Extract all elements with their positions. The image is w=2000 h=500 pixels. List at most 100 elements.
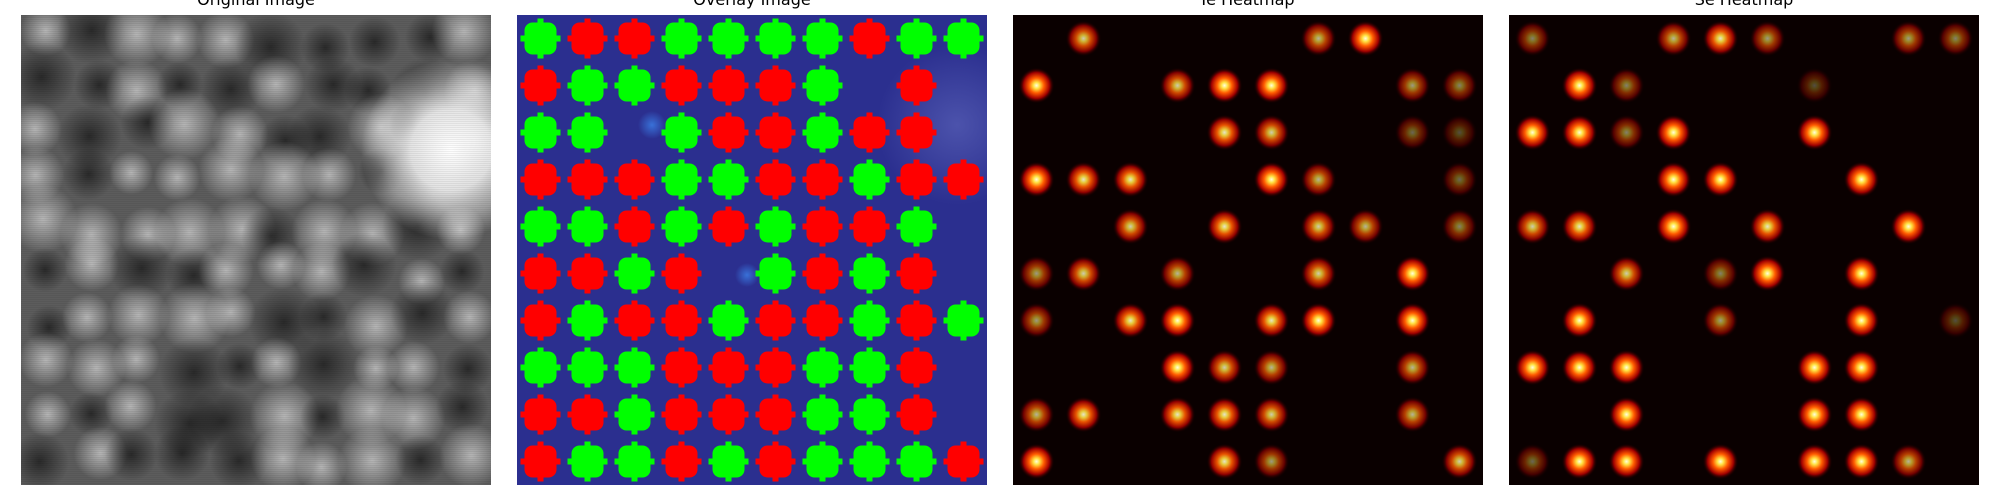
heat-peak <box>1159 255 1196 292</box>
heat-peak <box>1253 67 1290 104</box>
heat-peak <box>1890 443 1927 480</box>
ie-peaks <box>1018 20 1478 480</box>
overlay-marker-red <box>849 206 890 247</box>
heat-peak <box>1159 349 1196 386</box>
overlay-marker-red <box>520 159 561 200</box>
heat-peak <box>1065 255 1102 292</box>
heat-peak <box>1065 20 1102 57</box>
heat-peak <box>1796 396 1833 433</box>
overlay-marker-red <box>802 253 843 294</box>
heat-peak <box>1561 114 1598 151</box>
overlay-marker-green <box>614 253 655 294</box>
heat-peak <box>1159 67 1196 104</box>
overlay-marker-red <box>614 18 655 59</box>
heat-peak <box>1561 67 1598 104</box>
heat-peak <box>1749 208 1786 245</box>
overlay-marker-red <box>849 112 890 153</box>
heat-peak <box>1347 20 1384 57</box>
heat-peak <box>1441 208 1478 245</box>
heat-peak <box>1206 396 1243 433</box>
se-heatmap <box>1509 15 1979 485</box>
heat-peak <box>1749 255 1786 292</box>
heat-peak <box>1843 302 1880 339</box>
heat-peak <box>1796 349 1833 386</box>
overlay-marker-red <box>755 347 796 388</box>
heat-peak <box>1253 396 1290 433</box>
overlay-marker-green <box>661 159 702 200</box>
overlay-marker-red <box>943 441 984 482</box>
se-heatmap-title: Se Heatmap <box>1509 0 1979 15</box>
heat-peak <box>1300 255 1337 292</box>
overlay-marker-green <box>520 18 561 59</box>
heat-peak <box>1702 255 1739 292</box>
heat-peak <box>1890 208 1927 245</box>
heat-peak <box>1702 161 1739 198</box>
overlay-marker-red <box>802 300 843 341</box>
heat-peak <box>1300 302 1337 339</box>
heat-peak <box>1394 255 1431 292</box>
original-image-title: Original Image <box>21 0 491 15</box>
heat-peak <box>1112 161 1149 198</box>
heat-peak <box>1018 443 1055 480</box>
overlay-marker-green <box>520 347 561 388</box>
overlay-marker-red <box>896 65 937 106</box>
heat-peak <box>1018 255 1055 292</box>
overlay-marker-green <box>661 206 702 247</box>
heat-peak <box>1112 302 1149 339</box>
overlay-marker-green <box>943 18 984 59</box>
heat-peak <box>1206 208 1243 245</box>
overlay-marker-green <box>802 65 843 106</box>
heat-peak <box>1561 349 1598 386</box>
overlay-marker-red <box>614 300 655 341</box>
overlay-marker-green <box>849 159 890 200</box>
heat-peak <box>1890 20 1927 57</box>
heat-peak <box>1018 302 1055 339</box>
overlay-marker-red <box>755 394 796 435</box>
original-image <box>21 15 491 485</box>
overlay-marker-red <box>520 253 561 294</box>
heat-peak <box>1159 396 1196 433</box>
heat-peak <box>1394 302 1431 339</box>
heat-peak <box>1394 114 1431 151</box>
heat-peak <box>1018 161 1055 198</box>
overlay-marker-green <box>849 300 890 341</box>
heat-peak <box>1253 114 1290 151</box>
overlay-marker-green <box>849 347 890 388</box>
ie-heatmap <box>1013 15 1483 485</box>
heat-peak <box>1065 396 1102 433</box>
heat-peak <box>1394 67 1431 104</box>
overlay-marker-red <box>802 206 843 247</box>
heat-peak <box>1300 161 1337 198</box>
heat-peak <box>1514 20 1551 57</box>
heat-peak <box>1937 20 1974 57</box>
overlay-marker-green <box>661 112 702 153</box>
heat-peak <box>1608 114 1645 151</box>
heat-peak <box>1112 208 1149 245</box>
heat-peak <box>1441 114 1478 151</box>
heat-peak <box>1394 396 1431 433</box>
overlay-marker-red <box>661 65 702 106</box>
overlay-marker-red <box>520 441 561 482</box>
overlay-marker-red <box>849 18 890 59</box>
overlay-marker-red <box>614 159 655 200</box>
heat-peak <box>1514 114 1551 151</box>
overlay-marker-green <box>896 18 937 59</box>
overlay-marker-red <box>708 206 749 247</box>
overlay-marker-green <box>755 18 796 59</box>
ie-heatmap-panel: Ie Heatmap <box>1013 0 1483 485</box>
overlay-marker-red <box>661 441 702 482</box>
heat-peak <box>1300 208 1337 245</box>
overlay-marker-red <box>896 394 937 435</box>
heat-peak <box>1253 349 1290 386</box>
heat-peak <box>1253 443 1290 480</box>
heat-peak <box>1159 302 1196 339</box>
overlay-marker-green <box>708 300 749 341</box>
overlay-marker-green <box>802 112 843 153</box>
heat-peak <box>1561 443 1598 480</box>
overlay-marker-green <box>896 206 937 247</box>
heat-peak <box>1843 255 1880 292</box>
heat-peak <box>1253 161 1290 198</box>
overlay-marker-green <box>849 394 890 435</box>
heat-peak <box>1206 443 1243 480</box>
overlay-marker-red <box>755 112 796 153</box>
